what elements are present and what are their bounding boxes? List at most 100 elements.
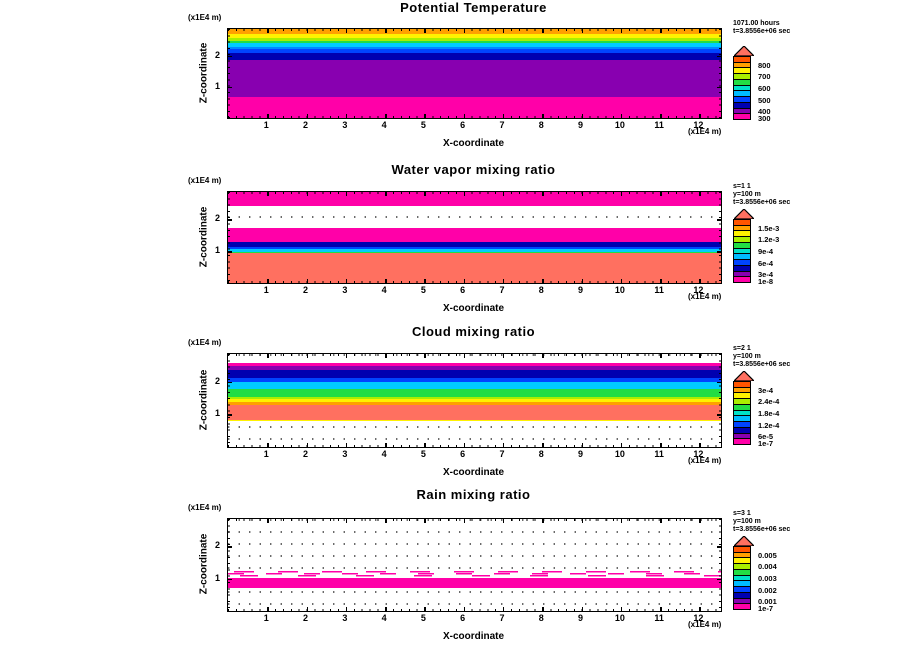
colorbar-band — [734, 85, 750, 92]
major-tick-x — [699, 607, 701, 611]
minor-ticks-top — [228, 519, 721, 521]
contour-band — [228, 381, 721, 390]
major-tick-x — [581, 443, 584, 447]
contour-band — [228, 40, 721, 43]
major-tick-x — [542, 114, 544, 118]
colorbar: 800 700 600 500 400 300 — [733, 46, 813, 123]
colorbar-band — [734, 254, 750, 261]
major-tick-x — [424, 443, 426, 447]
x-tick-label: 6 — [460, 449, 466, 459]
colorbar-band — [734, 569, 750, 576]
z-axis-unit: (x1E4 m) — [188, 13, 222, 22]
major-tick-x — [267, 519, 269, 523]
major-tick-x — [267, 192, 269, 196]
major-tick-x — [267, 443, 269, 447]
legend-line: t=3.8556e+06 sec — [733, 28, 791, 35]
panel-rain-mixing-ratio: Rain mixing ratio (x1E4 m) Z-coordinate 2 1 1… — [0, 487, 904, 654]
colorbar-band — [734, 102, 750, 109]
major-tick-x — [385, 279, 387, 283]
minor-ticks-right — [719, 29, 721, 118]
colorbar-label: 0.002 — [758, 585, 777, 595]
major-tick-x — [620, 29, 623, 33]
minor-ticks-right — [719, 519, 721, 611]
legend-text: 1071.00 hours t=3.8556e+06 sec — [733, 20, 790, 36]
contour-bands — [228, 192, 721, 283]
x-tick-label: 4 — [381, 285, 387, 295]
contour-band — [228, 251, 721, 254]
colorbar-label: 1e-8 — [758, 277, 774, 287]
major-tick-x — [345, 192, 348, 196]
colorbar: 0.005 0.004 0.003 0.002 0.001 1e-7 — [733, 536, 813, 613]
major-tick-x — [345, 29, 348, 33]
contour-band — [228, 366, 721, 371]
major-tick-x — [699, 443, 701, 447]
major-tick-x — [660, 279, 662, 283]
panel-title: Cloud mixing ratio — [411, 324, 536, 339]
x-tick-label: 11 — [654, 449, 664, 459]
x-tick-label: 3 — [342, 120, 348, 130]
major-tick-x — [345, 519, 348, 523]
major-tick-x — [502, 354, 505, 358]
colorbar-above-max-triangle — [734, 46, 754, 56]
major-tick-x — [542, 29, 544, 33]
contour-band — [228, 52, 721, 60]
contour-band — [228, 48, 721, 53]
minor-ticks-top — [228, 29, 721, 31]
major-tick-x — [581, 354, 584, 358]
x-axis-unit: (x1E4 m) — [688, 292, 722, 301]
colorbar-label: 6e-5 — [758, 432, 774, 442]
major-tick-x — [345, 279, 348, 283]
z-tick-label: 1 — [214, 245, 220, 256]
colorbar-band — [734, 393, 750, 400]
colorbar-label: 400 — [758, 107, 771, 117]
colorbar-band — [734, 79, 750, 86]
contour-band — [228, 247, 721, 250]
contour-band — [228, 420, 721, 422]
major-tick-z — [228, 86, 232, 89]
x-tick-label: 4 — [381, 449, 387, 459]
colorbar-band — [734, 564, 750, 570]
major-tick-x — [660, 114, 662, 118]
major-tick-x — [660, 607, 662, 611]
x-tick-label: 7 — [499, 613, 505, 623]
colorbar-label: 800 — [758, 60, 771, 70]
x-tick-label: 5 — [420, 285, 426, 295]
plot-area — [227, 191, 722, 284]
major-tick-x — [660, 443, 662, 447]
major-tick-x — [385, 607, 387, 611]
colorbar-bar — [733, 546, 751, 610]
contour-band — [228, 405, 721, 421]
major-tick-x — [542, 519, 544, 523]
major-tick-x — [699, 519, 701, 523]
colorbar-band — [734, 422, 750, 428]
contour-band — [228, 519, 721, 571]
x-axis-label: X-coordinate — [442, 631, 505, 642]
x-axis-unit: (x1E4 m) — [688, 620, 722, 629]
major-tick-x — [306, 354, 309, 358]
major-tick-x — [306, 279, 309, 283]
colorbar-band — [734, 547, 750, 553]
major-tick-x — [385, 29, 387, 33]
minor-ticks-bottom — [228, 281, 721, 283]
major-tick-x — [502, 29, 505, 33]
colorbar-band — [734, 108, 750, 115]
colorbar-label: 0.004 — [758, 562, 777, 572]
colorbar-band — [734, 427, 750, 434]
major-tick-x — [306, 443, 309, 447]
x-tick-label: 8 — [538, 613, 544, 623]
legend-line: s=1 1 — [733, 183, 751, 190]
contour-band — [228, 421, 721, 446]
legend-line: y=100 m — [733, 191, 761, 198]
minor-ticks-right — [719, 192, 721, 283]
contour-band — [228, 370, 721, 378]
x-tick-label: 10 — [614, 285, 625, 295]
x-tick-label: 5 — [420, 613, 426, 623]
x-tick-label: 9 — [578, 285, 584, 295]
minor-ticks-top — [228, 354, 721, 356]
z-axis-unit: (x1E4 m) — [188, 503, 222, 512]
major-tick-x — [463, 192, 466, 196]
major-tick-x — [463, 114, 466, 118]
colorbar-label: 1.2e-3 — [758, 235, 780, 245]
contour-band — [228, 33, 721, 39]
major-tick-x — [306, 114, 309, 118]
